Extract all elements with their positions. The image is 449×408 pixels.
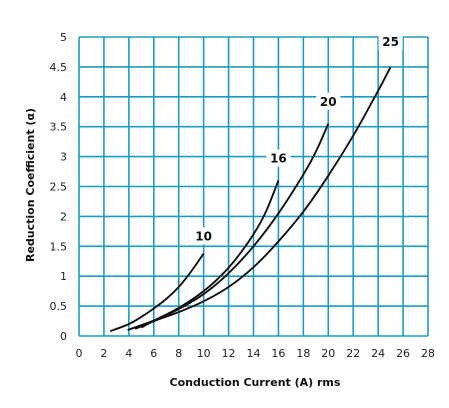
series-label-bg-25 <box>378 32 403 50</box>
y-axis-title: Reduction Coefficient (α) <box>24 108 37 262</box>
x-tick-label: 26 <box>396 347 410 360</box>
x-tick-label: 20 <box>321 347 335 360</box>
curve-labels: 10 16 20 25 <box>191 32 403 245</box>
y-tick-label: 1 <box>60 270 67 283</box>
tick-labels: 0 2 4 6 8 10 12 14 16 18 20 22 24 26 2800.511.522.533.… <box>50 31 436 360</box>
series-line-20 <box>134 123 330 330</box>
y-tick-label: 2 <box>60 210 67 223</box>
series-label-16: 16 <box>270 152 287 166</box>
series-label-bg-16 <box>266 149 291 167</box>
x-tick-label: 2 <box>100 347 107 360</box>
y-tick-label: 0.5 <box>50 300 68 313</box>
grid <box>78 36 429 337</box>
series-label-20: 20 <box>320 95 337 109</box>
x-axis-title: Conduction Current (A) rms <box>170 376 341 389</box>
x-tick-label: 28 <box>421 347 435 360</box>
y-tick-label: 5 <box>60 31 67 44</box>
y-tick-label: 4.5 <box>50 61 68 74</box>
x-tick-label: 10 <box>197 347 211 360</box>
x-tick-label: 18 <box>296 347 310 360</box>
series-label-25: 25 <box>382 35 399 49</box>
series-line-10 <box>109 252 205 333</box>
x-tick-label: 4 <box>125 347 132 360</box>
x-tick-label: 6 <box>150 347 157 360</box>
x-tick-label: 16 <box>271 347 285 360</box>
x-tick-label: 12 <box>222 347 236 360</box>
x-tick-label: 0 <box>76 347 83 360</box>
x-tick-label: 22 <box>346 347 360 360</box>
y-tick-label: 0 <box>60 330 67 343</box>
series-lines <box>109 66 392 333</box>
y-tick-label: 3 <box>60 151 67 164</box>
x-tick-label: 14 <box>247 347 261 360</box>
x-tick-label: 8 <box>175 347 182 360</box>
y-tick-label: 3.5 <box>50 121 68 134</box>
y-tick-label: 2.5 <box>50 181 68 194</box>
y-tick-label: 1.5 <box>50 240 68 253</box>
x-tick-label: 24 <box>371 347 385 360</box>
series-label-bg-20 <box>316 92 341 110</box>
y-tick-label: 4 <box>60 91 67 104</box>
series-label-10: 10 <box>195 229 212 243</box>
series-label-bg-10 <box>191 227 216 245</box>
series-line-25 <box>140 66 392 329</box>
